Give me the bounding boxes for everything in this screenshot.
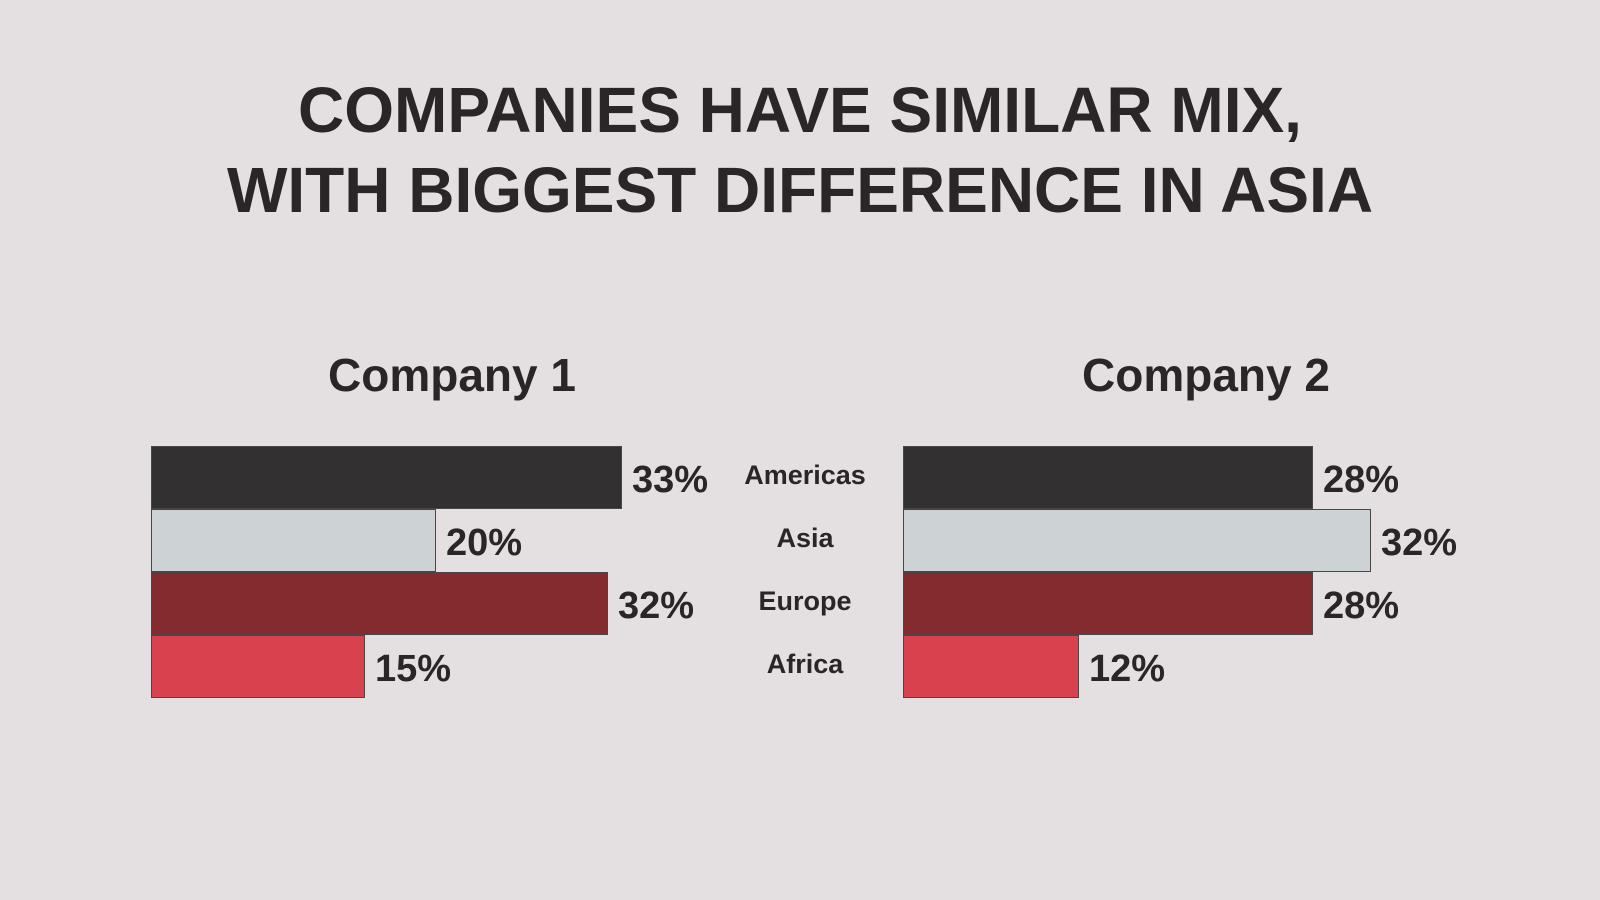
bar-row-europe: 28% [903,572,1503,635]
value-label-africa: 15% [375,648,452,690]
region-label-asia: Asia [776,523,834,553]
region-label-africa: Africa [766,649,844,679]
bar-americas [151,446,622,509]
bar-europe [903,572,1313,635]
bar-row-asia: 20% [151,509,711,572]
bar-africa [151,635,365,698]
value-label-europe: 28% [1323,585,1400,627]
bar-row-asia: 32% [903,509,1503,572]
value-label-americas: 33% [632,459,709,501]
chart-title-line-1: COMPANIES HAVE SIMILAR MIX, [298,74,1302,146]
bar-row-europe: 32% [151,572,711,635]
region-labels: Americas Asia Europe Africa [725,446,885,698]
company-2-title: Company 2 [1082,349,1330,401]
region-label-americas: Americas [744,460,866,490]
company-2-bar-chart: 28% 32% 28% 12% [903,446,1503,698]
chart-title-line-2: WITH BIGGEST DIFFERENCE IN ASIA [226,154,1374,226]
company-1-bar-chart: 33% 20% 32% 15% [151,446,711,698]
value-label-americas: 28% [1323,459,1400,501]
bar-row-americas: 33% [151,446,711,509]
value-label-asia: 32% [1381,522,1458,564]
bar-europe [151,572,608,635]
bar-asia [151,509,436,572]
bar-africa [903,635,1079,698]
region-label-europe: Europe [758,586,852,616]
bar-row-africa: 15% [151,635,711,698]
bar-asia [903,509,1371,572]
bar-row-americas: 28% [903,446,1503,509]
bar-americas [903,446,1313,509]
value-label-africa: 12% [1089,648,1166,690]
bar-row-africa: 12% [903,635,1503,698]
chart-title: COMPANIES HAVE SIMILAR MIX, WITH BIGGEST… [0,70,1600,230]
company-1-title: Company 1 [328,349,576,401]
value-label-europe: 32% [618,585,695,627]
value-label-asia: 20% [446,522,523,564]
